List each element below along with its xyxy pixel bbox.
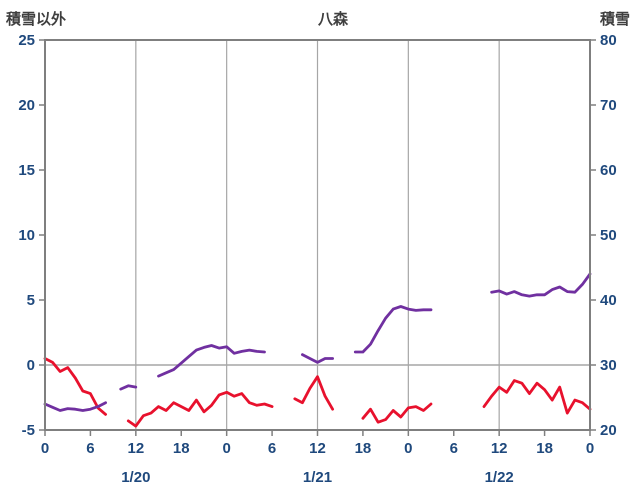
y-right-tick-label: 70 [600, 97, 617, 114]
right-axis-title: 積雪 [599, 11, 630, 28]
y-right-tick-label: 60 [600, 162, 617, 179]
y-right-tick-label: 30 [600, 357, 617, 374]
date-label: 1/22 [485, 469, 514, 486]
chart-title: 八森 [317, 11, 348, 28]
series-line-red [126, 390, 274, 428]
y-right-tick-label: 40 [600, 292, 617, 309]
y-left-tick-label: 0 [27, 357, 35, 374]
y-left-tick-label: 25 [18, 32, 35, 49]
x-tick-label: 12 [309, 440, 326, 457]
x-tick-label: 0 [586, 440, 594, 457]
y-left-tick-label: 20 [18, 97, 35, 114]
y-left-tick-label: 5 [27, 292, 35, 309]
x-tick-label: 0 [404, 440, 412, 457]
series-line-purple [119, 384, 138, 391]
chart-header: 積雪以外 八森 積雪 [0, 8, 636, 29]
x-tick-label: 18 [355, 440, 372, 457]
series-line-red [293, 375, 335, 411]
y-right-tick-label: 20 [600, 422, 617, 439]
series-line-purple [353, 305, 433, 354]
left-axis-title: 積雪以外 [6, 11, 67, 28]
series-line-red [361, 402, 433, 424]
series-line-purple [43, 401, 107, 412]
series-line-purple [157, 344, 266, 378]
x-tick-label: 12 [127, 440, 144, 457]
x-tick-label: 0 [222, 440, 230, 457]
date-label: 1/20 [121, 469, 150, 486]
x-tick-label: 18 [173, 440, 190, 457]
x-tick-label: 6 [450, 440, 458, 457]
series-line-red [482, 379, 592, 415]
y-right-tick-label: 50 [600, 227, 617, 244]
plot-border [44, 39, 591, 431]
series-line-red [43, 357, 107, 416]
y-left-tick-label: 15 [18, 162, 35, 179]
date-label: 1/21 [303, 469, 332, 486]
y-right-tick-label: 80 [600, 32, 617, 49]
x-tick-label: 0 [41, 440, 49, 457]
x-tick-label: 6 [86, 440, 94, 457]
series-line-purple [490, 272, 592, 298]
x-tick-label: 6 [268, 440, 276, 457]
x-tick-label: 18 [536, 440, 553, 457]
y-left-tick-label: -5 [22, 422, 35, 439]
y-left-tick-label: 10 [18, 227, 35, 244]
series-line-purple [300, 353, 335, 364]
x-tick-label: 12 [491, 440, 508, 457]
